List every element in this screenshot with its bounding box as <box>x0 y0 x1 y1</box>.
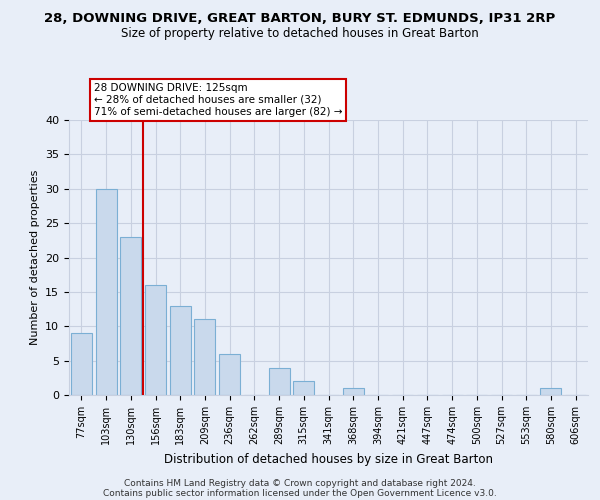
Bar <box>343 388 364 395</box>
Bar <box>194 320 215 395</box>
X-axis label: Distribution of detached houses by size in Great Barton: Distribution of detached houses by size … <box>164 452 493 466</box>
Text: Contains public sector information licensed under the Open Government Licence v3: Contains public sector information licen… <box>103 488 497 498</box>
Bar <box>95 188 116 395</box>
Bar <box>170 306 191 395</box>
Bar <box>293 381 314 395</box>
Bar <box>219 354 240 395</box>
Bar <box>541 388 562 395</box>
Bar <box>145 285 166 395</box>
Bar <box>71 333 92 395</box>
Y-axis label: Number of detached properties: Number of detached properties <box>29 170 40 345</box>
Bar <box>120 237 141 395</box>
Text: 28, DOWNING DRIVE, GREAT BARTON, BURY ST. EDMUNDS, IP31 2RP: 28, DOWNING DRIVE, GREAT BARTON, BURY ST… <box>44 12 556 26</box>
Text: Size of property relative to detached houses in Great Barton: Size of property relative to detached ho… <box>121 28 479 40</box>
Text: 28 DOWNING DRIVE: 125sqm
← 28% of detached houses are smaller (32)
71% of semi-d: 28 DOWNING DRIVE: 125sqm ← 28% of detach… <box>94 84 342 116</box>
Text: Contains HM Land Registry data © Crown copyright and database right 2024.: Contains HM Land Registry data © Crown c… <box>124 478 476 488</box>
Bar <box>269 368 290 395</box>
